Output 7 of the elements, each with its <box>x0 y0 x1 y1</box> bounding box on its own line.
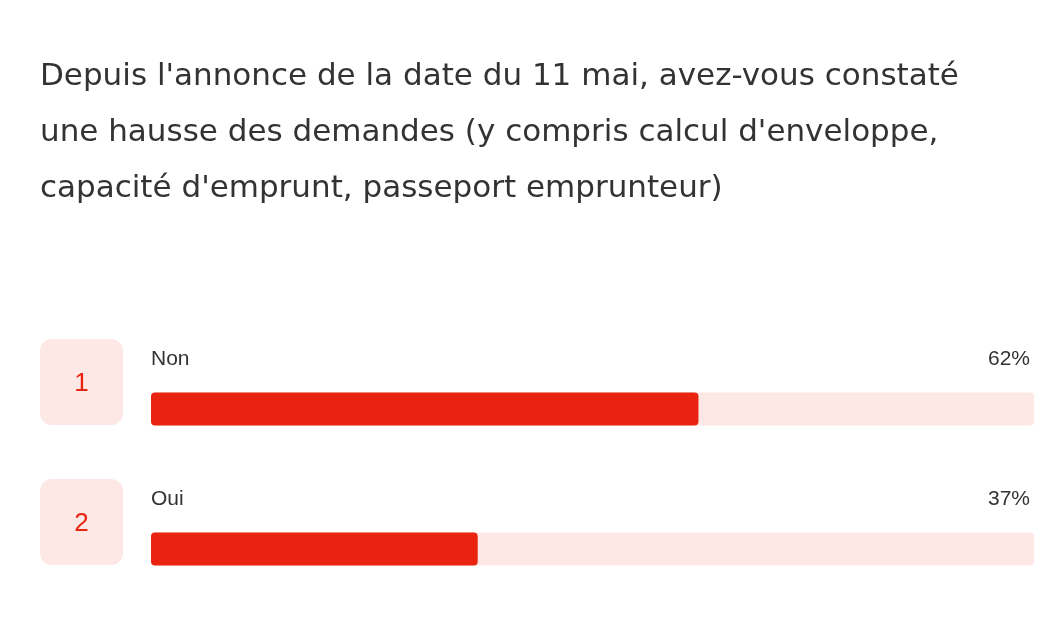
chart-title: Depuis l'annonce de la date du 11 mai, avez-vous constaté une hausse des demandes (y compris calcul d'enveloppe, capacité d'emprunt, passeport emprunteur) <box>40 55 960 206</box>
y-tick-label: Oui <box>151 486 184 510</box>
data-label: 62% <box>987 346 1030 370</box>
y-tick-label: Non <box>151 346 190 370</box>
data-label: 37% <box>987 486 1030 510</box>
rank-badge: 1 <box>40 339 123 425</box>
rank-badge: 2 <box>40 479 123 565</box>
